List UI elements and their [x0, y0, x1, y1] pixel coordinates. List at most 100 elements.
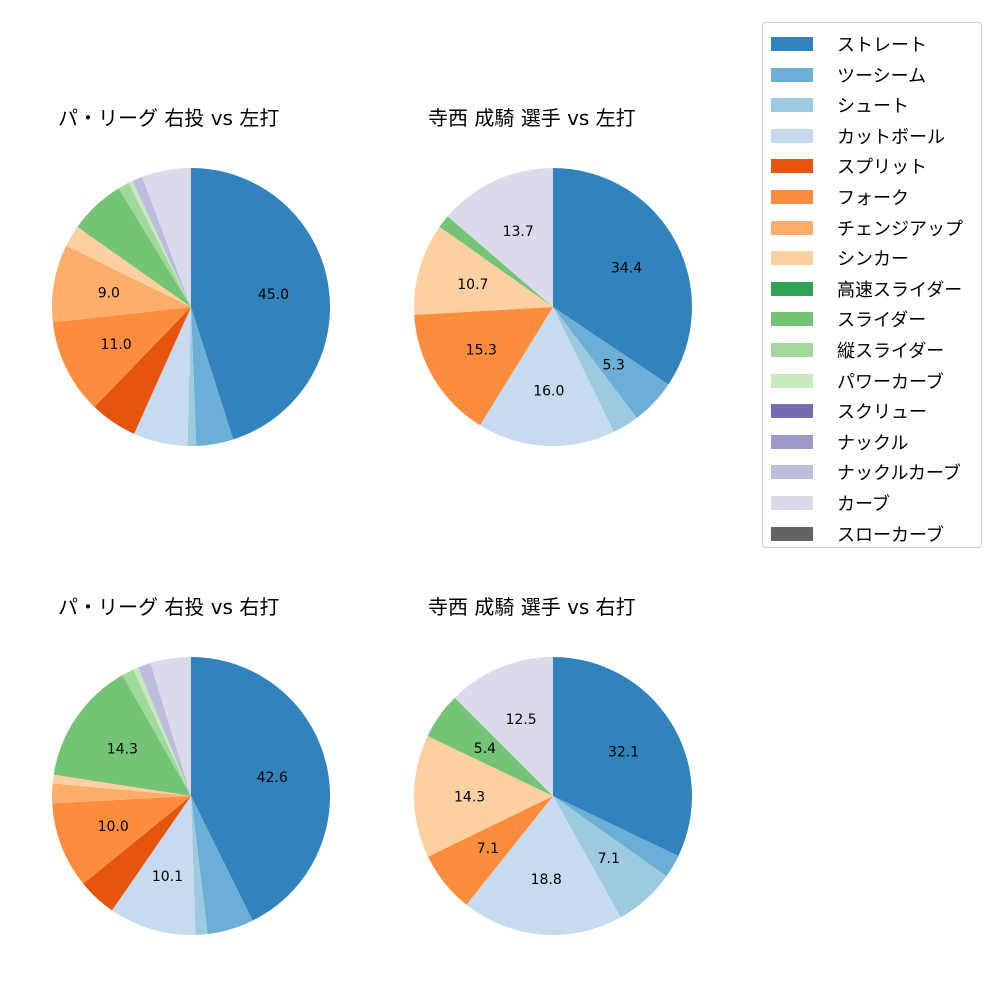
legend-item: スプリット: [771, 155, 927, 179]
legend-swatch: [771, 251, 813, 266]
pie-slice: [138, 663, 191, 796]
legend-label: スローカーブ: [837, 524, 944, 546]
legend-label: パワーカーブ: [837, 371, 944, 393]
legend-swatch: [771, 37, 813, 51]
legend-label: ストレート: [837, 35, 927, 56]
pie-slice-label: 14.3: [107, 742, 138, 758]
legend-item: パワーカーブ: [771, 370, 944, 393]
pie-slice: [132, 176, 191, 307]
pie-charts-svg: 45.0 11.0 9.0 34.4 5.3 16.0 15.3 10.7 13.7 42.6 10…: [51, 168, 692, 935]
pie-slice: [553, 657, 692, 856]
legend-item: シンカー: [771, 247, 909, 271]
pie-slice: [52, 796, 192, 884]
legend-swatch: [771, 128, 813, 143]
pie-slice: [414, 736, 553, 857]
legend-swatch: [771, 465, 813, 480]
pie-slice: [94, 307, 191, 434]
pie-slice-label: 12.5: [505, 712, 536, 728]
pie-slice: [52, 774, 192, 796]
legend-swatch: [771, 526, 813, 541]
legend-label: 縦スライダー: [837, 341, 945, 362]
legend-label: シンカー: [837, 249, 909, 271]
legend-label: 高速スライダー: [837, 279, 963, 301]
chart-title-player-vs-left: 寺西 成騎 選手 vs 左打: [428, 106, 636, 130]
legend-swatch: [771, 343, 813, 357]
pie-slice-label: 5.4: [474, 741, 496, 757]
pie-slice: [480, 307, 614, 446]
pie-slice: [553, 796, 679, 877]
pie-slice: [427, 796, 553, 905]
pie-slice: [51, 245, 191, 323]
pie-slice: [439, 216, 553, 307]
legend-item: ナックル: [771, 431, 909, 454]
pie-slice: [191, 657, 330, 921]
legend-label: チェンジアップ: [837, 218, 963, 240]
pie-slice-label: 14.3: [454, 789, 485, 805]
pie-slice: [187, 307, 197, 447]
pie-slice: [134, 307, 191, 446]
chart-title-player-vs-right: 寺西 成騎 選手 vs 右打: [428, 595, 636, 619]
legend-swatch: [771, 190, 813, 204]
legend-item: スクリュー: [771, 400, 927, 424]
legend-swatch: [771, 67, 813, 82]
pie-chart: 45.0 11.0 9.0: [51, 168, 331, 447]
legend-label: カーブ: [837, 494, 890, 515]
pie-chart: 32.1 7.1 18.8 7.1 14.3 5.4 12.5: [414, 657, 692, 935]
legend-item: フォーク: [771, 186, 909, 209]
legend-label: スクリュー: [837, 402, 927, 424]
pie-chart: 34.4 5.3 16.0 15.3 10.7 13.7: [414, 168, 692, 446]
pie-slice-label: 32.1: [608, 745, 639, 761]
pie-slice-label: 7.1: [598, 851, 620, 867]
pie-slice-label: 45.0: [258, 287, 289, 303]
pie-slice: [150, 657, 191, 796]
pie-slice-label: 11.0: [101, 337, 132, 353]
pie-slice: [122, 669, 191, 796]
pie-slice: [142, 168, 191, 307]
legend-swatch: [771, 496, 813, 510]
pie-slice: [191, 796, 208, 935]
legend-label: ナックル: [837, 432, 909, 454]
legend-swatch: [771, 98, 813, 113]
pie-slice: [553, 307, 637, 433]
pie-slice-label: 18.8: [531, 872, 562, 888]
pie-slice: [447, 168, 553, 307]
legend-label: ツーシーム: [837, 65, 927, 87]
pie-slice-label: 10.0: [98, 819, 129, 835]
legend-item: チェンジアップ: [771, 217, 963, 240]
pie-slice: [466, 796, 621, 935]
pie-slice: [454, 657, 553, 796]
pie-slice: [191, 307, 234, 446]
legend-item: 高速スライダー: [771, 278, 963, 301]
pie-slice-label: 5.3: [602, 357, 624, 373]
pie-slice: [427, 697, 553, 796]
legend-swatch: [771, 312, 813, 327]
pie-slice-label: 34.4: [611, 261, 642, 277]
legend-item: スローカーブ: [771, 523, 944, 546]
legend-item: ナックルカーブ: [771, 461, 961, 485]
legend-item: ストレート: [771, 33, 927, 56]
legend-item: ツーシーム: [771, 64, 927, 87]
legend-label: スプリット: [837, 157, 927, 179]
pie-slice-label: 10.1: [152, 869, 183, 885]
pie-slice: [52, 783, 191, 804]
legend-item: シュート: [771, 94, 909, 117]
legend-label: ナックルカーブ: [837, 463, 961, 485]
chart-title-league-vs-right: パ・リーグ 右投 vs 右打: [58, 595, 280, 619]
legend-label: スライダー: [837, 310, 927, 332]
pie-slice-label: 9.0: [98, 286, 120, 302]
pie-slice: [128, 180, 191, 307]
pie-slice: [553, 307, 669, 418]
pie-slice-label: 13.7: [503, 224, 534, 240]
pie-slice: [191, 796, 253, 935]
legend-swatch: [771, 159, 813, 174]
pie-slice: [553, 168, 692, 385]
pie-slice: [414, 226, 553, 315]
pie-chart: 42.6 10.1 10.0 14.3: [52, 657, 330, 935]
pie-slice: [133, 667, 191, 796]
legend-label: フォーク: [837, 188, 909, 209]
pie-slice: [53, 675, 191, 796]
legend-label: カットボール: [837, 126, 945, 148]
pie-slice: [414, 307, 553, 426]
legend-item: 縦スライダー: [771, 339, 945, 362]
pie-slice: [118, 182, 191, 307]
